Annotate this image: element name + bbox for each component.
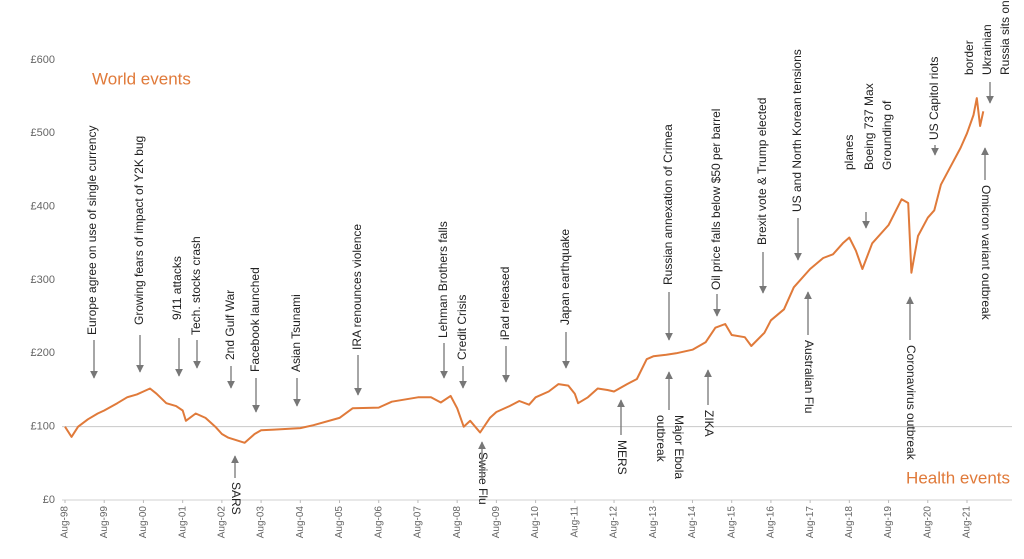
y-tick-label: £600 bbox=[31, 54, 55, 66]
world-event-label: IRA renounces violence bbox=[350, 224, 364, 350]
world-event-label: Boeing 737 Max bbox=[862, 83, 876, 170]
y-tick-label: £400 bbox=[31, 201, 55, 213]
x-tick-label: Aug-05 bbox=[334, 506, 345, 539]
world-event-label: iPad released bbox=[498, 267, 512, 340]
world-event-label: US and North Korean tensions bbox=[790, 49, 804, 212]
world-event-label: Oil price falls below $50 per barrel bbox=[709, 109, 723, 290]
x-tick-label: Aug-08 bbox=[452, 506, 463, 539]
health-event-label: MERS bbox=[615, 440, 629, 475]
world-event-label: US Capitol riots bbox=[927, 57, 941, 140]
health-event-label: Coronavirus outbreak bbox=[904, 345, 918, 461]
x-tick-label: Aug-10 bbox=[530, 506, 541, 539]
health-event-label: ZIKA bbox=[702, 410, 716, 437]
x-tick-label: Aug-01 bbox=[177, 506, 188, 539]
y-tick-label: £500 bbox=[31, 127, 55, 139]
world-event-label: Russian annexation of Crimea bbox=[661, 124, 675, 285]
x-tick-label: Aug-07 bbox=[413, 506, 424, 539]
x-tick-label: Aug-06 bbox=[373, 506, 384, 539]
x-tick-label: Aug-15 bbox=[726, 506, 737, 539]
world-event-label: Europe agree on use of single currency bbox=[85, 126, 99, 335]
health-event-label: outbreak bbox=[654, 415, 668, 463]
world-event-label: Growing fears of impact of Y2K bug bbox=[132, 136, 146, 325]
y-tick-label: £0 bbox=[43, 494, 55, 506]
world-event-label: Asian Tsunami bbox=[289, 294, 303, 372]
health-event-label: SARS bbox=[229, 482, 243, 515]
world-event-label: Japan earthquake bbox=[558, 229, 572, 325]
x-tick-label: Aug-00 bbox=[138, 506, 149, 539]
world-event-label: border bbox=[962, 40, 976, 75]
world-events-title: World events bbox=[92, 69, 191, 88]
world-event-label: Brexit vote & Trump elected bbox=[755, 98, 769, 245]
world-event-label: 2nd Gulf War bbox=[223, 290, 237, 360]
world-event-label: 9/11 attacks bbox=[170, 256, 184, 320]
world-event-label: Grounding of bbox=[880, 100, 894, 170]
x-tick-label: Aug-13 bbox=[648, 506, 659, 539]
x-tick-label: Aug-19 bbox=[883, 506, 894, 539]
health-event-label: Australian Flu bbox=[802, 340, 816, 413]
health-events-title: Health events bbox=[906, 468, 1010, 487]
x-tick-label: Aug-12 bbox=[609, 506, 620, 539]
x-tick-label: Aug-16 bbox=[766, 506, 777, 539]
price-line bbox=[64, 97, 985, 444]
x-tick-label: Aug-20 bbox=[922, 506, 933, 539]
x-tick-label: Aug-04 bbox=[295, 506, 306, 539]
y-tick-label: £300 bbox=[31, 274, 55, 286]
world-event-label: Facebook launched bbox=[248, 267, 262, 372]
x-tick-label: Aug-99 bbox=[99, 506, 110, 539]
health-event-label: Omicron variant outbreak bbox=[979, 185, 993, 321]
world-event-label: Lehman Brothers falls bbox=[436, 221, 450, 338]
x-tick-label: Aug-98 bbox=[60, 506, 71, 539]
x-tick-label: Aug-11 bbox=[569, 506, 580, 538]
x-tick-label: Aug-09 bbox=[491, 506, 502, 539]
x-tick-label: Aug-02 bbox=[217, 506, 228, 539]
x-tick-label: Aug-14 bbox=[687, 506, 698, 539]
world-event-label: planes bbox=[842, 135, 856, 170]
world-event-label: Credit Crisis bbox=[455, 295, 469, 360]
x-tick-label: Aug-21 bbox=[962, 506, 973, 539]
x-tick-label: Aug-03 bbox=[256, 506, 267, 539]
health-event-label: Swine Flu bbox=[476, 452, 490, 505]
x-tick-label: Aug-17 bbox=[805, 506, 816, 539]
x-tick-label: Aug-18 bbox=[844, 506, 855, 539]
y-tick-label: £100 bbox=[31, 421, 55, 433]
health-event-label: Major Ebola bbox=[672, 415, 686, 479]
world-event-label: Tech. stocks crash bbox=[189, 236, 203, 335]
y-tick-label: £200 bbox=[31, 347, 55, 359]
world-event-label: Russia sits on bbox=[998, 0, 1012, 75]
world-event-label: Ukrainian bbox=[980, 24, 994, 75]
